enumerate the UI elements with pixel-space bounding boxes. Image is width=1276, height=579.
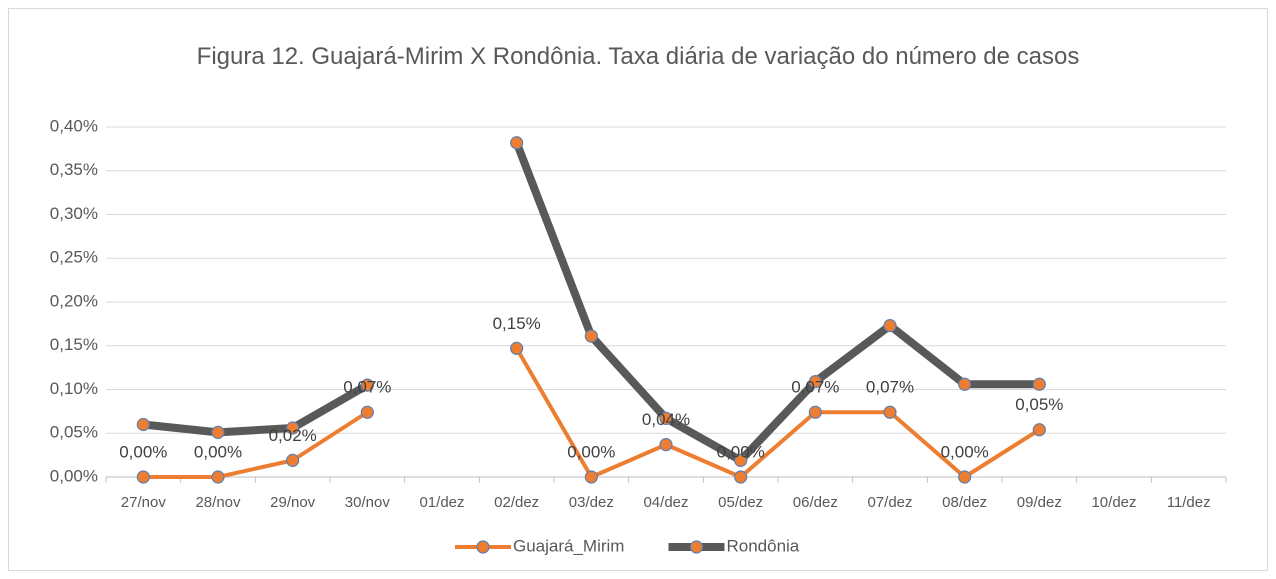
data-label: 0,00% <box>119 442 167 461</box>
chart-border <box>8 8 1268 571</box>
x-tick-label: 06/dez <box>793 494 838 511</box>
marker <box>808 375 822 389</box>
y-tick-label: 0,20% <box>50 291 98 310</box>
y-tick-label: 0,40% <box>50 116 98 135</box>
x-tick-label: 30/nov <box>345 494 391 511</box>
marker <box>883 319 897 333</box>
y-tick-label: 0,25% <box>50 248 98 267</box>
y-tick-label: 0,10% <box>50 379 98 398</box>
data-label: 0,02% <box>269 426 317 445</box>
y-tick-label: 0,05% <box>50 423 98 442</box>
legend-label: Guajará_Mirim <box>513 536 624 555</box>
series-line <box>142 141 1040 465</box>
marker <box>1032 423 1046 437</box>
x-tick-label: 07/dez <box>867 494 912 511</box>
x-tick-label: 03/dez <box>569 494 614 511</box>
marker <box>958 377 972 391</box>
marker <box>659 411 673 425</box>
y-tick-label: 0,35% <box>50 160 98 179</box>
marker <box>211 470 225 484</box>
x-tick-label: 29/nov <box>270 494 316 511</box>
marker <box>510 341 524 355</box>
marker <box>211 425 225 439</box>
legend-marker <box>476 540 490 554</box>
y-tick-label: 0,30% <box>50 204 98 223</box>
marker <box>584 329 598 343</box>
legend-marker <box>689 540 704 554</box>
marker <box>584 470 598 484</box>
data-label: 0,04% <box>642 410 690 429</box>
x-tick-label: 08/dez <box>942 494 987 511</box>
data-label: 0,00% <box>567 442 615 461</box>
data-label: 0,00% <box>941 442 989 461</box>
data-label: 0,05% <box>1015 395 1063 414</box>
data-label: 0,07% <box>791 378 839 397</box>
marker <box>808 405 822 419</box>
x-tick-label: 04/dez <box>643 494 688 511</box>
data-label: 0,15% <box>493 314 541 333</box>
marker <box>734 453 748 467</box>
x-tick-label: 02/dez <box>494 494 539 511</box>
marker <box>360 378 374 392</box>
marker <box>136 417 150 432</box>
x-tick-label: 28/nov <box>195 494 241 511</box>
marker <box>1032 377 1046 391</box>
data-label: 0,07% <box>343 378 391 397</box>
marker <box>360 405 374 419</box>
data-label: 0,00% <box>194 442 242 461</box>
marker <box>510 136 524 150</box>
marker <box>734 470 748 484</box>
x-tick-label: 01/dez <box>419 494 464 511</box>
x-tick-label: 10/dez <box>1091 494 1136 511</box>
x-tick-label: 05/dez <box>718 494 763 511</box>
x-tick-label: 27/nov <box>121 494 167 511</box>
data-label: 0,00% <box>717 442 765 461</box>
marker <box>136 470 150 484</box>
x-tick-label: 09/dez <box>1017 494 1062 511</box>
x-tick-label: 11/dez <box>1167 494 1211 511</box>
chart-title: Figura 12. Guajará-Mirim X Rondônia. Tax… <box>196 43 1080 70</box>
data-label: 0,07% <box>866 378 914 397</box>
marker <box>286 453 300 467</box>
marker <box>659 438 673 452</box>
marker <box>883 405 897 419</box>
marker <box>286 421 300 435</box>
y-tick-label: 0,15% <box>50 335 98 354</box>
series-line <box>143 347 1041 479</box>
y-tick-label: 0,00% <box>50 466 98 485</box>
legend-label: Rondônia <box>726 536 799 555</box>
marker <box>958 470 972 484</box>
